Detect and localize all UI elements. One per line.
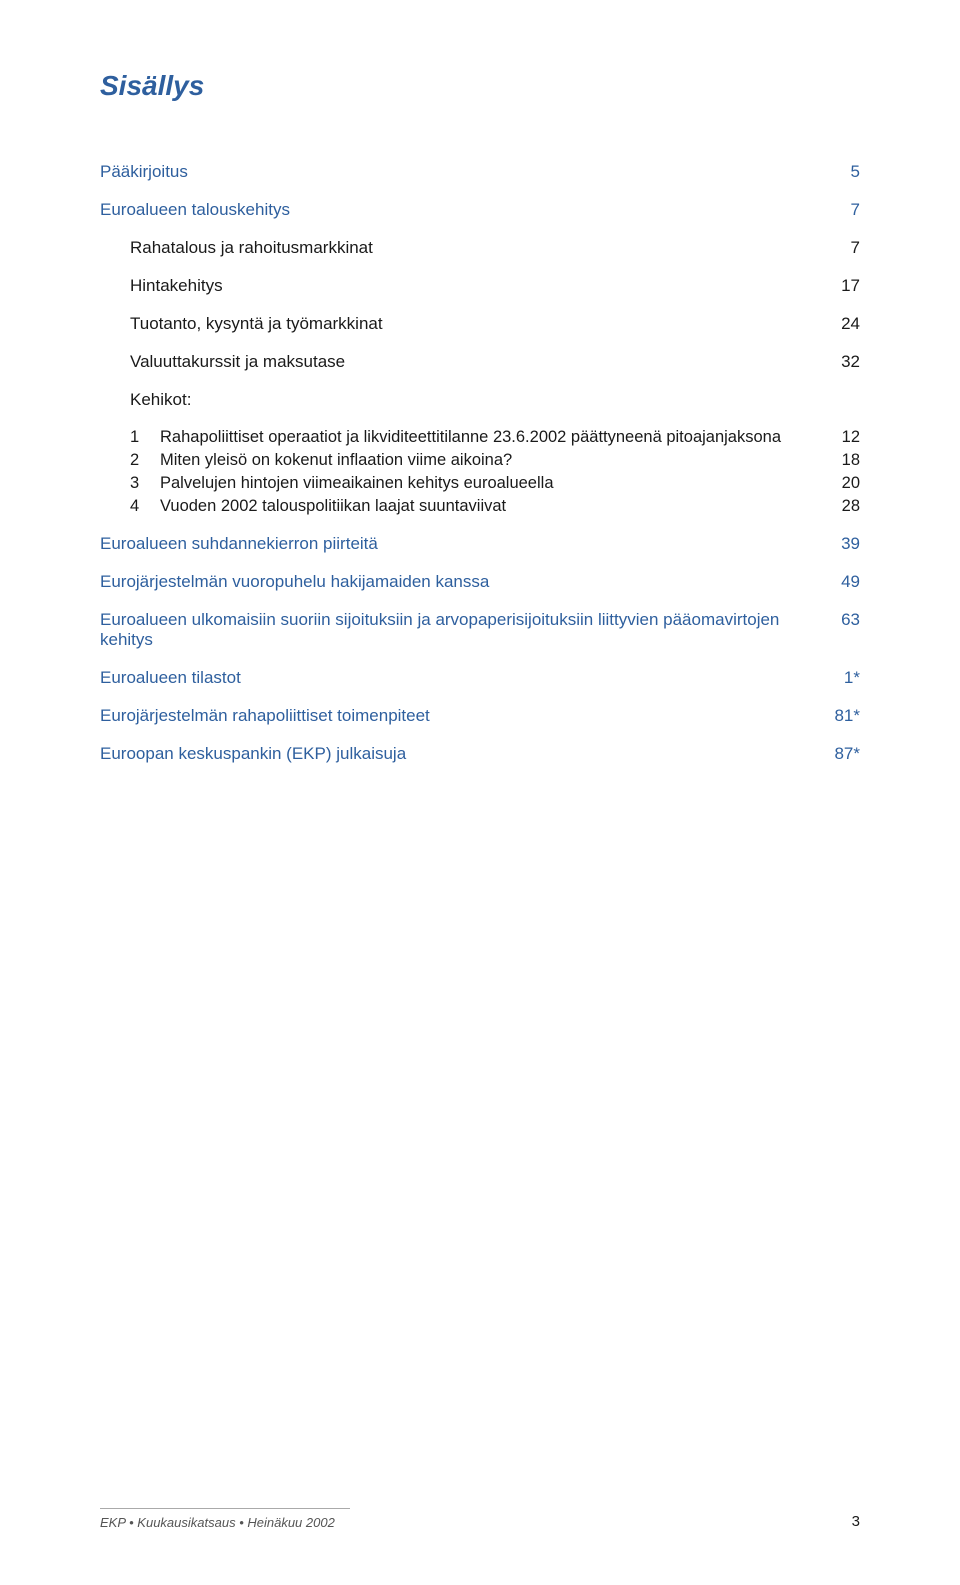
- numbered-row: 2Miten yleisö on kokenut inflaation viim…: [130, 451, 860, 470]
- toc-label: Euroopan keskuspankin (EKP) julkaisuja: [100, 744, 800, 764]
- numbered-index: 3: [130, 474, 160, 493]
- toc-row: Eurojärjestelmän rahapoliittiset toimenp…: [100, 706, 860, 726]
- toc-row: Eurojärjestelmän vuoropuhelu hakijamaide…: [100, 572, 860, 592]
- numbered-index: 4: [130, 497, 160, 516]
- toc-page-number: 32: [800, 352, 860, 372]
- footer-page-number: 3: [852, 1513, 860, 1530]
- numbered-page: 20: [800, 474, 860, 493]
- toc-row: Euroalueen talouskehitys7: [100, 200, 860, 220]
- numbered-text: Palvelujen hintojen viimeaikainen kehity…: [160, 474, 800, 493]
- toc-page-number: 63: [800, 610, 860, 630]
- numbered-index: 1: [130, 428, 160, 447]
- toc-row: Kehikot:: [100, 390, 860, 410]
- toc-page-number: 7: [800, 238, 860, 258]
- footer-left-text: EKP • Kuukausikatsaus • Heinäkuu 2002: [100, 1515, 335, 1530]
- numbered-text: Rahapoliittiset operaatiot ja likviditee…: [160, 428, 800, 447]
- toc-label: Eurojärjestelmän vuoropuhelu hakijamaide…: [100, 572, 800, 592]
- toc-label: Kehikot:: [130, 390, 800, 410]
- numbered-text: Vuoden 2002 talouspolitiikan laajat suun…: [160, 497, 800, 516]
- toc-label: Valuuttakurssit ja maksutase: [130, 352, 800, 372]
- numbered-index: 2: [130, 451, 160, 470]
- toc-row: Euroalueen tilastot1*: [100, 668, 860, 688]
- numbered-row: 1Rahapoliittiset operaatiot ja likvidite…: [130, 428, 860, 447]
- toc-label: Euroalueen suhdannekierron piirteitä: [100, 534, 800, 554]
- toc-page-number: 81*: [800, 706, 860, 726]
- numbered-page: 18: [800, 451, 860, 470]
- toc-page-number: 87*: [800, 744, 860, 764]
- toc-page-number: 24: [800, 314, 860, 334]
- toc-section-1: Pääkirjoitus5Euroalueen talouskehitys7Ra…: [100, 162, 860, 410]
- toc-label: Euroalueen tilastot: [100, 668, 800, 688]
- toc-page-number: 49: [800, 572, 860, 592]
- numbered-row: 4Vuoden 2002 talouspolitiikan laajat suu…: [130, 497, 860, 516]
- toc-page-number: 5: [800, 162, 860, 182]
- numbered-row: 3Palvelujen hintojen viimeaikainen kehit…: [130, 474, 860, 493]
- document-page: Sisällys Pääkirjoitus5Euroalueen talousk…: [0, 0, 960, 1585]
- toc-row: Rahatalous ja rahoitusmarkkinat7: [100, 238, 860, 258]
- footer-bar: EKP • Kuukausikatsaus • Heinäkuu 2002: [100, 1508, 350, 1530]
- toc-label: Euroalueen talouskehitys: [100, 200, 800, 220]
- toc-row: Euroopan keskuspankin (EKP) julkaisuja87…: [100, 744, 860, 764]
- toc-row: Euroalueen ulkomaisiin suoriin sijoituks…: [100, 610, 860, 650]
- numbered-page: 28: [800, 497, 860, 516]
- toc-page-number: 17: [800, 276, 860, 296]
- kehikot-list: 1Rahapoliittiset operaatiot ja likvidite…: [100, 428, 860, 516]
- toc-page-number: 39: [800, 534, 860, 554]
- page-title: Sisällys: [100, 70, 860, 102]
- toc-label: Euroalueen ulkomaisiin suoriin sijoituks…: [100, 610, 800, 650]
- toc-row: Euroalueen suhdannekierron piirteitä39: [100, 534, 860, 554]
- toc-row: Hintakehitys17: [100, 276, 860, 296]
- toc-label: Hintakehitys: [130, 276, 800, 296]
- numbered-page: 12: [800, 428, 860, 447]
- toc-page-number: 1*: [800, 668, 860, 688]
- toc-label: Tuotanto, kysyntä ja työmarkkinat: [130, 314, 800, 334]
- toc-label: Rahatalous ja rahoitusmarkkinat: [130, 238, 800, 258]
- toc-section-2: Euroalueen suhdannekierron piirteitä39Eu…: [100, 534, 860, 764]
- numbered-text: Miten yleisö on kokenut inflaation viime…: [160, 451, 800, 470]
- toc-row: Valuuttakurssit ja maksutase32: [100, 352, 860, 372]
- toc-label: Pääkirjoitus: [100, 162, 800, 182]
- toc-row: Pääkirjoitus5: [100, 162, 860, 182]
- toc-row: Tuotanto, kysyntä ja työmarkkinat24: [100, 314, 860, 334]
- toc-label: Eurojärjestelmän rahapoliittiset toimenp…: [100, 706, 800, 726]
- toc-page-number: 7: [800, 200, 860, 220]
